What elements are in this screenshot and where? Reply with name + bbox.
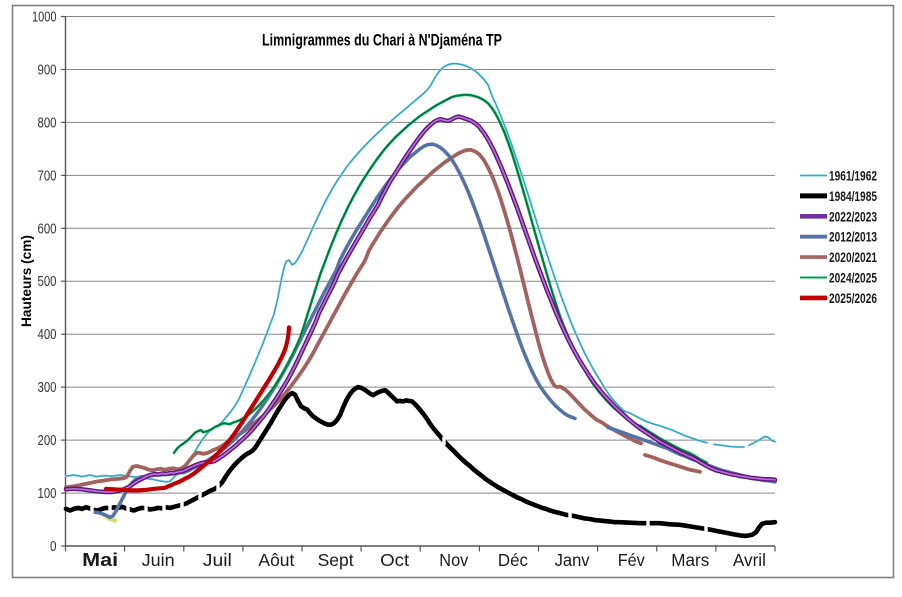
svg-text:Juil: Juil [203, 550, 232, 570]
svg-text:Oct: Oct [380, 550, 409, 570]
svg-text:100: 100 [38, 486, 57, 502]
svg-text:Mai: Mai [82, 550, 118, 570]
svg-text:Sept: Sept [318, 550, 354, 570]
svg-text:2022/2023: 2022/2023 [829, 208, 877, 224]
svg-text:800: 800 [38, 115, 57, 131]
svg-text:Hauteurs (cm): Hauteurs (cm) [18, 235, 34, 327]
svg-text:500: 500 [38, 274, 57, 290]
svg-text:400: 400 [38, 327, 57, 343]
svg-text:Mars: Mars [671, 550, 709, 570]
svg-text:2012/2013: 2012/2013 [829, 229, 877, 245]
svg-text:900: 900 [38, 63, 57, 79]
svg-text:2020/2021: 2020/2021 [829, 249, 877, 265]
svg-text:600: 600 [38, 221, 57, 237]
svg-text:Limnigrammes du Chari à N'Djam: Limnigrammes du Chari à N'Djaména TP [262, 31, 502, 50]
svg-text:300: 300 [38, 380, 57, 396]
svg-text:Nov: Nov [439, 550, 468, 570]
svg-text:2025/2026: 2025/2026 [829, 290, 877, 306]
svg-text:Avril: Avril [733, 550, 766, 570]
svg-text:1984/1985: 1984/1985 [829, 188, 877, 204]
svg-text:Fév: Fév [618, 550, 645, 570]
svg-text:Janv: Janv [555, 550, 590, 570]
svg-text:200: 200 [38, 433, 57, 449]
svg-text:Déc: Déc [498, 550, 528, 570]
svg-text:1961/1962: 1961/1962 [829, 168, 877, 184]
svg-text:700: 700 [38, 168, 57, 184]
svg-text:1000: 1000 [32, 10, 57, 26]
svg-text:2024/2025: 2024/2025 [829, 270, 877, 286]
svg-text:Aôut: Aôut [258, 550, 294, 570]
svg-text:0: 0 [50, 539, 57, 555]
svg-text:Juin: Juin [142, 550, 175, 570]
